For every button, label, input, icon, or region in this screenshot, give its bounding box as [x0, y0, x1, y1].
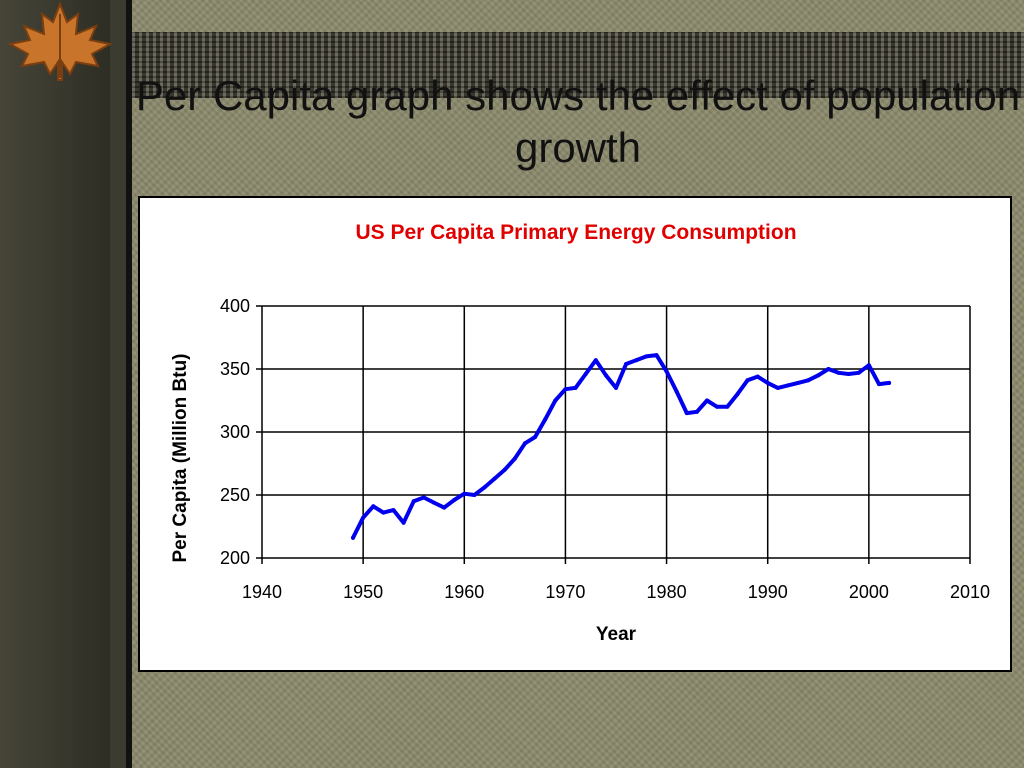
y-tick-label: 200: [220, 548, 250, 568]
data-point: [785, 383, 790, 388]
data-point: [563, 387, 568, 392]
data-point: [644, 354, 649, 359]
grid-lines: [256, 305, 971, 564]
data-point: [806, 378, 811, 383]
maple-leaf-icon: [7, 1, 113, 81]
data-point: [846, 372, 851, 376]
x-tick-label: 2010: [950, 582, 990, 602]
x-tick-label: 2000: [849, 582, 889, 602]
data-point: [573, 385, 578, 390]
data-point: [482, 485, 487, 490]
data-point: [634, 358, 639, 363]
x-tick-label: 1990: [748, 582, 788, 602]
data-point: [502, 467, 507, 472]
data-point: [674, 389, 679, 394]
data-point: [472, 493, 477, 497]
data-point: [877, 382, 881, 387]
y-tick-label: 400: [220, 296, 250, 316]
data-point: [583, 372, 588, 376]
x-tick-label: 1960: [444, 582, 484, 602]
data-point: [421, 495, 426, 500]
chart-title: US Per Capita Primary Energy Consumption: [355, 221, 796, 244]
x-tick-label: 1980: [647, 582, 687, 602]
data-point: [431, 500, 436, 505]
data-point: [705, 398, 709, 403]
slide-title: Per Capita graph shows the effect of pop…: [135, 72, 1021, 171]
data-point: [351, 535, 355, 540]
x-tick-label: 1940: [242, 582, 282, 602]
data-point: [492, 476, 497, 481]
y-tick-label: 350: [220, 359, 250, 379]
x-tick-label: 1950: [343, 582, 383, 602]
data-points: [351, 353, 892, 540]
series-line: [351, 353, 892, 540]
chart-canvas: US Per Capita Primary Energy Consumption…: [170, 221, 990, 645]
data-point: [452, 498, 457, 502]
data-point: [391, 508, 396, 513]
data-point: [684, 411, 689, 416]
y-axis-title: Per Capita (Million Btu): [170, 354, 191, 563]
data-point: [553, 398, 558, 403]
y-tick-label: 300: [220, 422, 250, 442]
data-point: [361, 515, 366, 520]
data-point: [401, 520, 406, 525]
y-tick-label: 250: [220, 485, 250, 505]
x-axis-title: Year: [596, 624, 637, 645]
data-point: [462, 491, 467, 496]
data-point: [694, 409, 699, 414]
y-tick-labels: 200 250 300 350 400: [220, 296, 250, 568]
data-point: [543, 417, 548, 422]
data-point: [533, 435, 538, 439]
data-point: [836, 370, 841, 375]
data-point: [826, 367, 831, 371]
data-point: [745, 378, 750, 383]
chart-panel: US Per Capita Primary Energy Consumption…: [138, 196, 1012, 672]
x-tick-label: 1970: [545, 582, 585, 602]
data-point: [523, 441, 527, 446]
data-point: [654, 353, 659, 358]
left-decorative-band: [0, 0, 132, 768]
data-point: [755, 374, 760, 379]
data-point: [512, 456, 517, 461]
data-point: [664, 369, 669, 374]
data-point: [765, 380, 770, 385]
data-point: [866, 363, 871, 368]
data-point: [796, 380, 801, 385]
data-point: [887, 380, 892, 385]
data-point: [816, 373, 821, 378]
title-texture-strip: [132, 32, 1024, 98]
data-point: [725, 404, 730, 409]
data-point: [614, 385, 618, 390]
data-point: [775, 385, 780, 390]
data-point: [381, 510, 386, 515]
data-point: [411, 499, 416, 504]
data-point: [735, 392, 740, 397]
data-point: [371, 504, 376, 509]
data-point: [715, 404, 720, 409]
data-point: [593, 358, 598, 363]
data-point: [603, 373, 608, 378]
data-point: [856, 370, 861, 375]
x-tick-labels: 1940 1950 1960 1970 1980 1990 2000 2010: [242, 582, 990, 602]
data-point: [624, 362, 629, 366]
left-band-inner: [0, 0, 110, 768]
data-point: [442, 505, 447, 510]
